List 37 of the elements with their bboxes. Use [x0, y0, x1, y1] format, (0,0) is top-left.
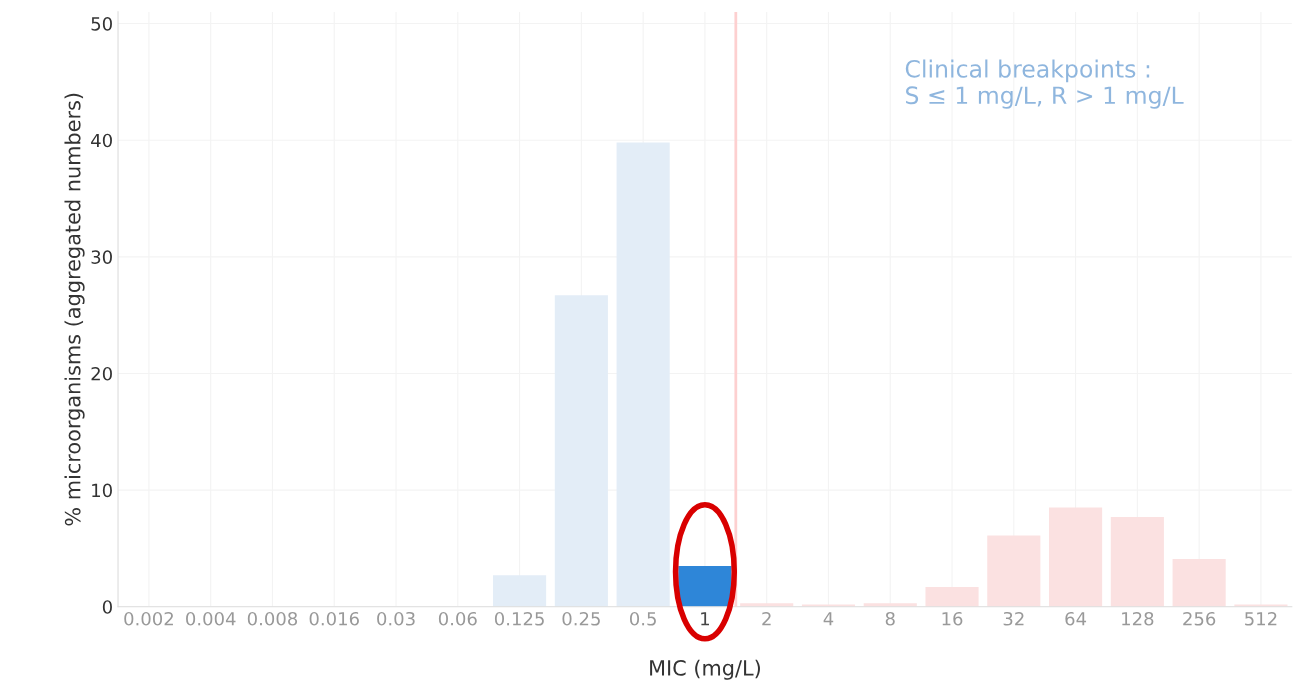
- bar: [554, 295, 608, 607]
- annotation: Clinical breakpoints : S ≤ 1 mg/L, R > 1 mg/L: [905, 59, 1184, 109]
- x-tick-label: 64: [1065, 611, 1087, 626]
- x-tick-label: 0.125: [494, 611, 544, 626]
- x-tick-label: 1: [701, 612, 709, 626]
- x-tick-label: 0.008: [247, 611, 298, 626]
- bar: [987, 535, 1041, 607]
- x-axis-title: MIC (mg/L): [650, 659, 760, 680]
- bar: [1172, 558, 1226, 607]
- y-tick-label: 50: [91, 17, 112, 31]
- x-tick-label: 0.03: [377, 611, 415, 626]
- x-tick-label: 0.002: [124, 611, 173, 626]
- x-tick-label: 4: [823, 612, 834, 626]
- bar: [616, 142, 670, 607]
- y-tick-label: 10: [92, 483, 112, 498]
- y-tick-label: 0: [102, 600, 112, 614]
- bar: [678, 565, 732, 607]
- bar: [1110, 516, 1164, 607]
- x-tick-label: 16: [942, 611, 963, 626]
- y-tick-label: 30: [91, 250, 112, 264]
- bar: [1049, 507, 1103, 607]
- x-tick-label: 0.004: [186, 611, 236, 626]
- y-tick-label: 40: [91, 133, 112, 148]
- x-tick-label: 0.06: [438, 611, 477, 626]
- x-tick-label: 128: [1122, 611, 1154, 626]
- x-tick-label: 32: [1003, 611, 1024, 626]
- x-tick-label: 0.016: [309, 611, 359, 626]
- y-axis-title: % microorganisms (aggregated numbers): [64, 93, 85, 526]
- bar: [493, 575, 547, 607]
- x-tick-label: 0.25: [562, 611, 600, 626]
- x-tick-label: 2: [762, 611, 771, 626]
- bar: [925, 586, 979, 607]
- x-tick-label: 0.5: [629, 611, 656, 626]
- x-tick-label: 8: [885, 611, 895, 626]
- y-tick-label: 20: [91, 366, 112, 381]
- x-tick-label: 256: [1183, 611, 1216, 626]
- x-tick-label: 512: [1245, 611, 1277, 626]
